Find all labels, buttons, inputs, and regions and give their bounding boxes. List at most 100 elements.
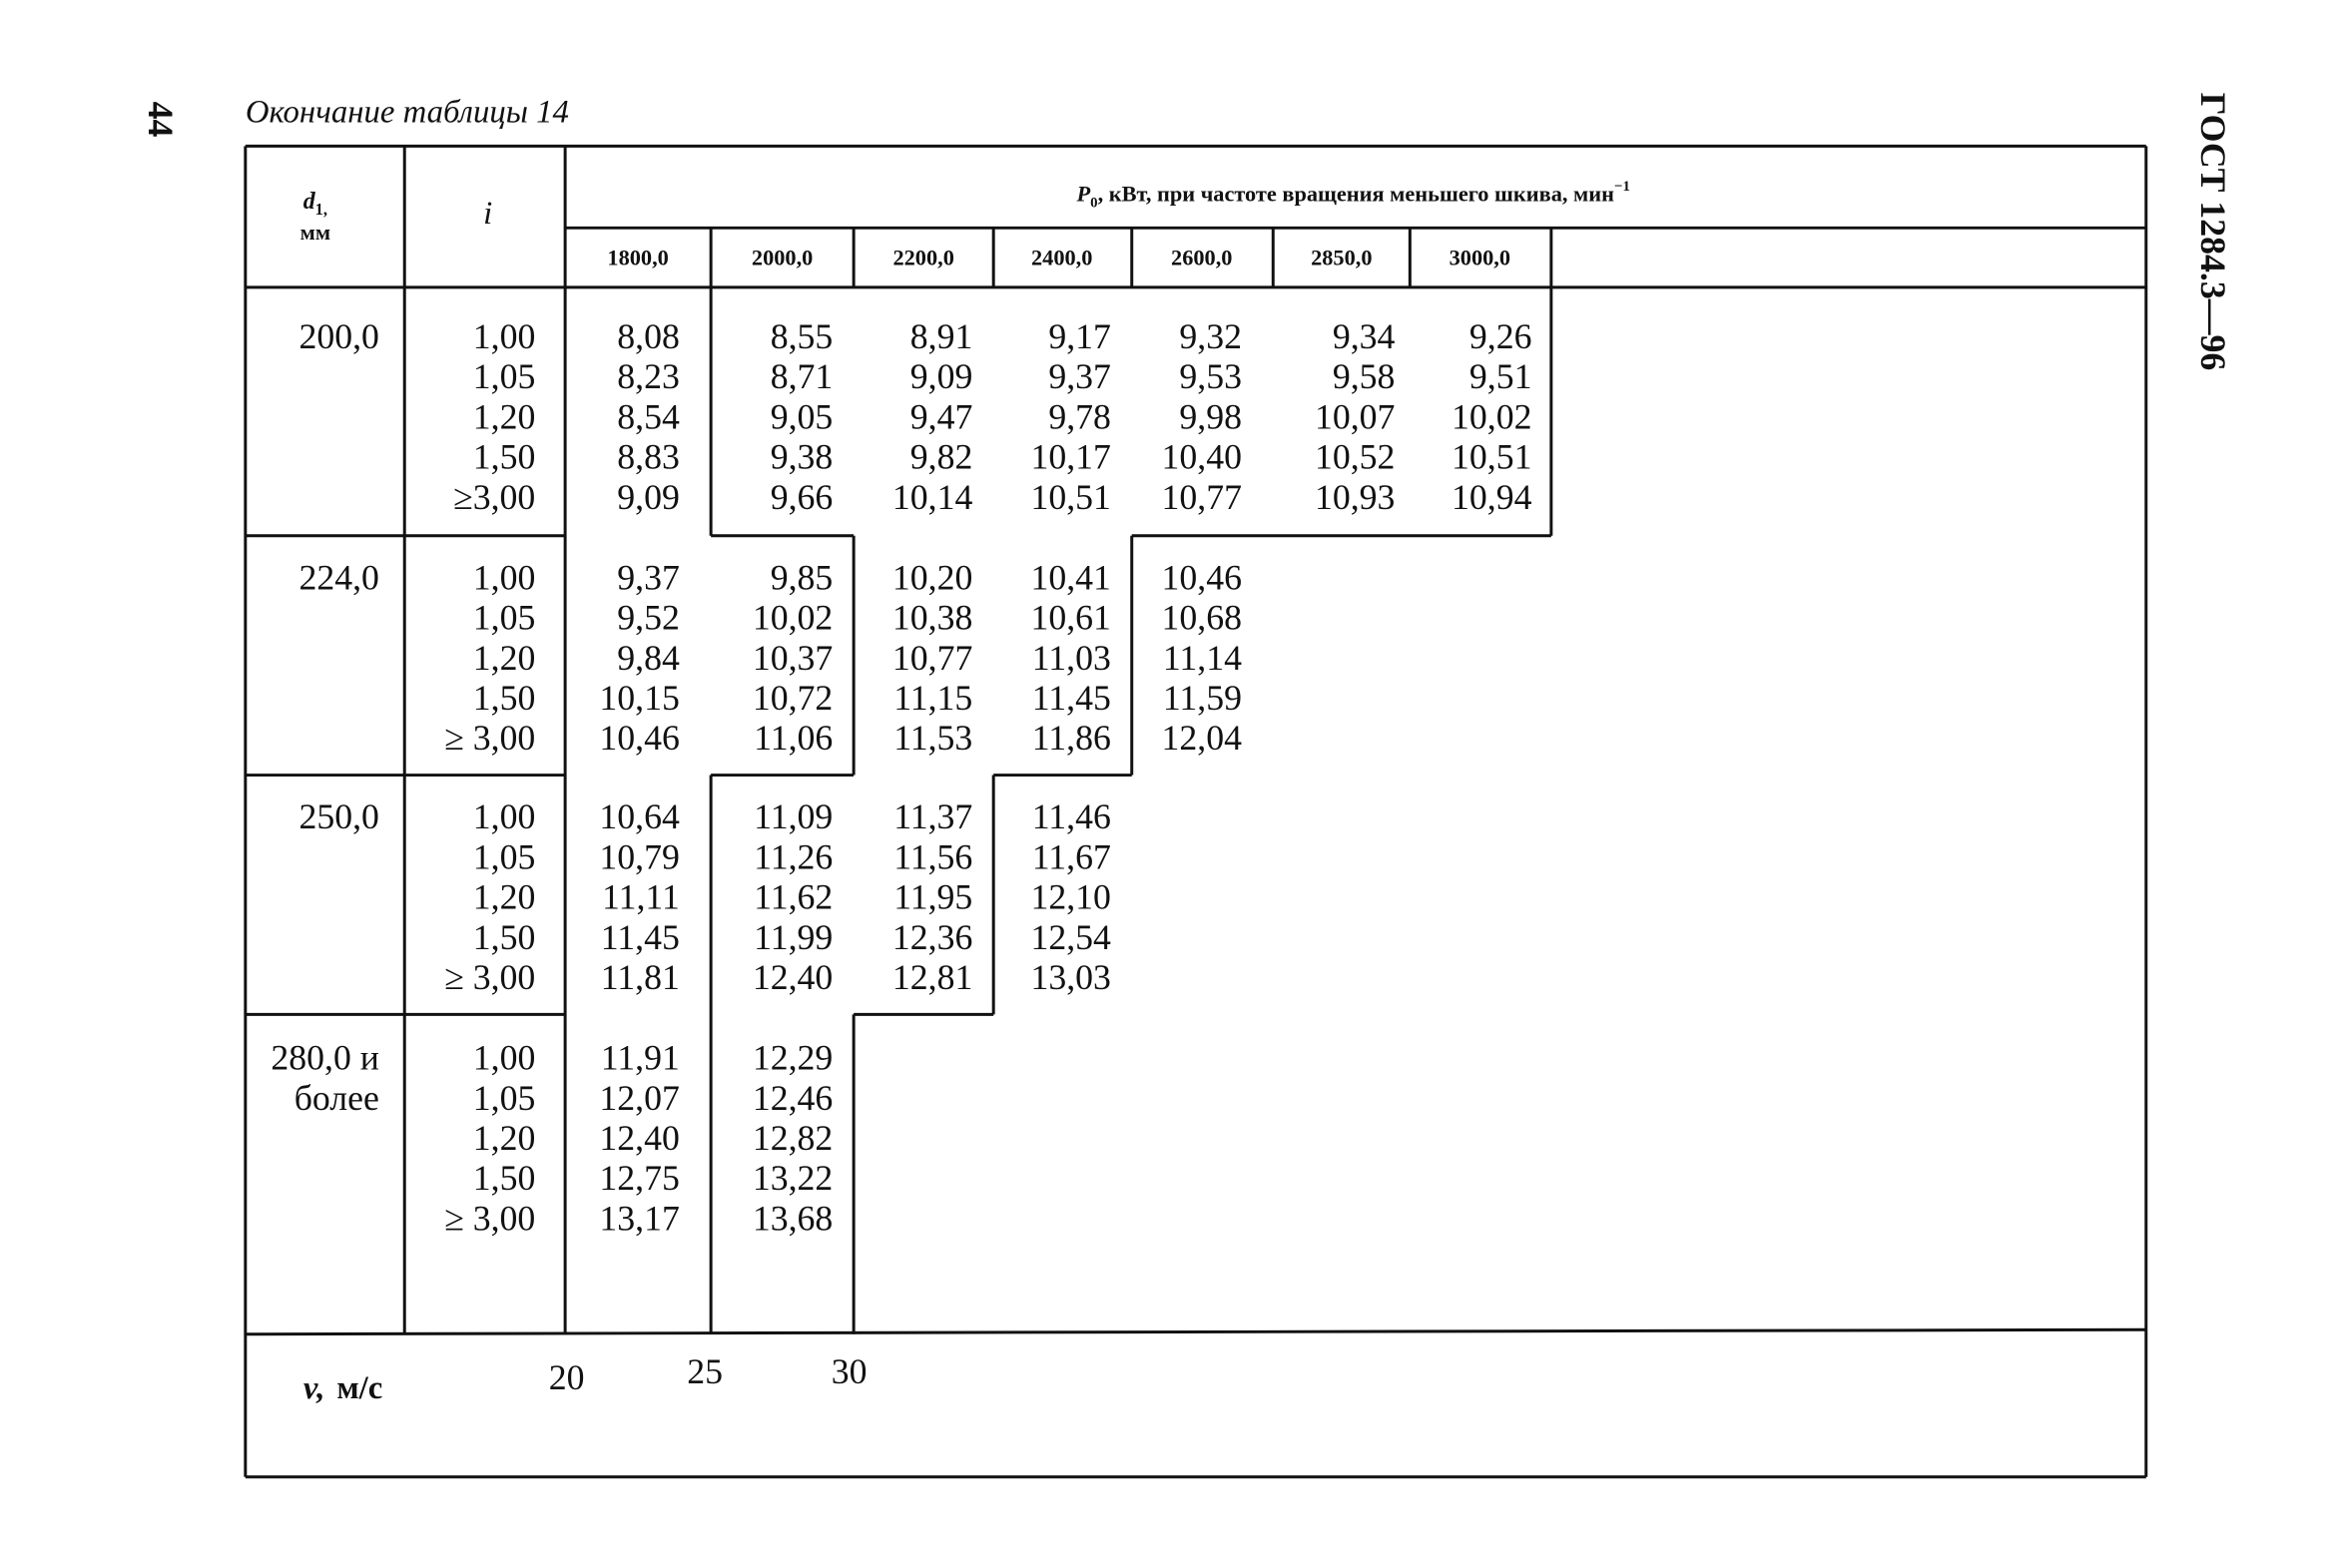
i-value: ≥3,00 xyxy=(453,477,535,517)
power-value: 8,23 xyxy=(617,356,680,396)
p-text: , кВт, при частоте вращения меньшего шки… xyxy=(1098,182,1614,207)
i-header: i xyxy=(483,196,492,232)
power-value: 11,95 xyxy=(893,877,972,917)
column-header: 2600,0 xyxy=(1171,246,1232,270)
power-value: 10,14 xyxy=(892,477,973,517)
column-header: 2400,0 xyxy=(1031,246,1092,270)
power-value: 11,45 xyxy=(601,917,680,957)
power-value: 10,93 xyxy=(1315,477,1395,517)
i-value: 1,00 xyxy=(473,316,536,356)
power-value: 9,98 xyxy=(1179,396,1242,436)
page-number: 44 xyxy=(141,102,181,138)
power-value: 12,82 xyxy=(753,1118,833,1158)
power-value: 10,15 xyxy=(599,678,679,718)
i-value: 1,20 xyxy=(473,638,536,678)
power-value: 10,17 xyxy=(1030,437,1110,477)
d-symbol: d xyxy=(303,189,316,215)
power-value: 10,38 xyxy=(892,598,972,638)
power-value: 9,05 xyxy=(771,396,834,436)
power-value: 9,58 xyxy=(1333,356,1396,396)
power-value: 12,46 xyxy=(753,1078,833,1118)
i-value: ≥ 3,00 xyxy=(444,1198,535,1238)
power-value: 11,59 xyxy=(1163,678,1242,718)
p-superscript: −1 xyxy=(1614,179,1630,195)
power-value: 12,40 xyxy=(599,1118,679,1158)
power-value: 11,81 xyxy=(601,957,680,997)
power-value: 11,09 xyxy=(754,796,833,836)
power-value: 11,03 xyxy=(1032,638,1111,678)
power-value: 10,51 xyxy=(1452,437,1531,477)
power-value: 10,52 xyxy=(1315,437,1395,477)
power-value: 10,37 xyxy=(753,638,833,678)
power-value: 8,55 xyxy=(771,316,834,356)
i-value: 1,50 xyxy=(473,678,536,718)
power-value: 11,62 xyxy=(754,877,833,917)
power-value: 10,77 xyxy=(1162,477,1242,517)
power-value: 12,07 xyxy=(599,1078,679,1118)
power-value: 11,56 xyxy=(893,836,972,876)
v-symbol: v, xyxy=(303,1370,325,1406)
power-value: 8,71 xyxy=(771,356,834,396)
d-subscript: 1, xyxy=(315,200,327,219)
p-symbol: P xyxy=(1076,182,1091,207)
power-value: 11,06 xyxy=(754,718,833,758)
power-value: 11,46 xyxy=(1032,796,1111,836)
power-value: 9,85 xyxy=(771,557,834,597)
power-value: 8,54 xyxy=(617,396,680,436)
power-value: 10,51 xyxy=(1030,477,1110,517)
power-value: 9,26 xyxy=(1469,316,1532,356)
power-value: 10,64 xyxy=(599,796,680,836)
power-value: 10,40 xyxy=(1162,437,1242,477)
column-header: 2000,0 xyxy=(752,246,813,270)
power-value: 11,37 xyxy=(893,796,972,836)
i-value: ≥ 3,00 xyxy=(444,957,535,997)
power-value: 9,09 xyxy=(910,356,973,396)
power-value: 12,36 xyxy=(892,917,972,957)
power-value: 9,78 xyxy=(1048,396,1111,436)
power-value: 9,32 xyxy=(1179,316,1242,356)
power-value: 11,67 xyxy=(1032,836,1111,876)
d-value: 200,0 xyxy=(298,316,378,356)
i-value: 1,05 xyxy=(473,598,536,638)
power-value: 12,04 xyxy=(1162,718,1243,758)
power-value: 11,26 xyxy=(754,836,833,876)
power-value: 8,83 xyxy=(617,437,680,477)
power-value: 11,99 xyxy=(754,917,833,957)
power-value: 9,37 xyxy=(1048,356,1111,396)
i-value: 1,00 xyxy=(473,557,536,597)
d-value: 280,0 и xyxy=(271,1038,379,1078)
power-value: 9,47 xyxy=(910,396,973,436)
i-value: 1,00 xyxy=(473,1038,536,1078)
power-value: 10,20 xyxy=(892,557,972,597)
power-value: 10,46 xyxy=(1162,557,1242,597)
i-value: 1,20 xyxy=(473,1118,536,1158)
power-value: 10,68 xyxy=(1162,598,1242,638)
column-header: 1800,0 xyxy=(607,246,668,270)
power-value: 10,02 xyxy=(1452,396,1531,436)
power-value: 11,91 xyxy=(601,1038,680,1078)
i-value: 1,20 xyxy=(473,396,536,436)
power-value: 10,02 xyxy=(753,598,833,638)
power-value: 9,82 xyxy=(910,437,973,477)
power-value: 8,08 xyxy=(617,316,680,356)
power-value: 10,07 xyxy=(1315,396,1395,436)
power-value: 12,29 xyxy=(753,1038,833,1078)
power-value: 13,03 xyxy=(1030,957,1110,997)
column-header: 2850,0 xyxy=(1311,246,1372,270)
column-header: 2200,0 xyxy=(892,246,953,270)
power-value: 9,37 xyxy=(617,557,680,597)
power-value: 12,81 xyxy=(892,957,972,997)
d-value: 224,0 xyxy=(298,557,378,597)
d-unit: мм xyxy=(300,220,330,245)
d-value: 250,0 xyxy=(298,796,378,836)
i-value: 1,20 xyxy=(473,877,536,917)
i-value: 1,00 xyxy=(473,796,536,836)
power-value: 11,11 xyxy=(602,877,680,917)
power-value: 9,38 xyxy=(771,437,834,477)
power-value: 8,91 xyxy=(910,316,973,356)
power-value: 10,72 xyxy=(753,678,833,718)
i-value: 1,50 xyxy=(473,917,536,957)
power-value: 12,40 xyxy=(753,957,833,997)
power-value: 9,51 xyxy=(1469,356,1532,396)
